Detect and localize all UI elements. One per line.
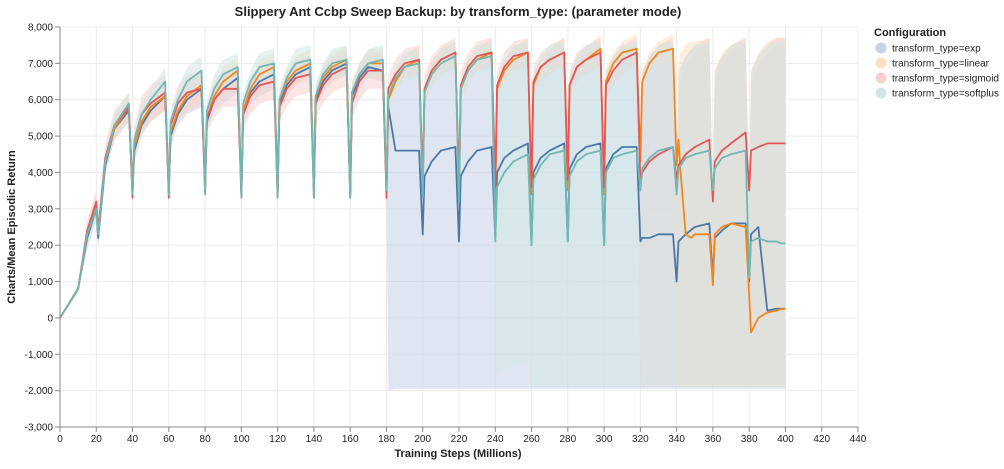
y-tick-label: 8,000 <box>28 23 53 34</box>
x-tick-label: 280 <box>559 434 576 445</box>
x-tick-label: 80 <box>200 434 212 445</box>
x-tick-label: 0 <box>57 434 63 445</box>
series-line-4 <box>59 55 786 319</box>
axes: 0 20 40 60 80 100 120 140 160 180 200 220 240 260 280 3… <box>25 23 867 446</box>
x-tick-label: 140 <box>306 434 323 445</box>
y-tick-label: 2,000 <box>28 241 53 252</box>
y-tick-label: 4,000 <box>28 168 53 179</box>
x-tick-label: 60 <box>163 434 175 445</box>
band-4 <box>60 41 786 387</box>
x-tick-label: 40 <box>127 434 139 445</box>
x-tick-label: 220 <box>451 434 468 445</box>
legend-swatch <box>875 87 887 99</box>
x-tick-label: 180 <box>378 434 395 445</box>
x-tick-label: 200 <box>414 434 431 445</box>
legend: Configuration transform_type=exp transfor… <box>874 27 999 100</box>
x-tick-label: 320 <box>632 434 649 445</box>
x-tick-label: 420 <box>813 434 830 445</box>
legend-label: transform_type=exp <box>892 44 981 55</box>
y-tick-label: -3,000 <box>25 423 54 434</box>
y-tick-label: 7,000 <box>28 59 53 70</box>
y-tick-label: 0 <box>47 313 53 324</box>
x-tick-label: 360 <box>705 434 722 445</box>
x-tick-label: 400 <box>777 434 794 445</box>
series-line-1 <box>59 62 786 319</box>
y-tick-label: 6,000 <box>28 95 53 106</box>
x-tick-label: 100 <box>233 434 250 445</box>
x-tick-label: 20 <box>91 434 103 445</box>
y-axis-title: Charts/Mean Episodic Return <box>6 150 18 304</box>
legend-swatch <box>875 72 887 84</box>
y-tick-label: 5,000 <box>28 132 53 143</box>
x-tick-label: 440 <box>850 434 867 445</box>
x-tick-label: 340 <box>668 434 685 445</box>
legend-swatch <box>875 42 887 54</box>
x-tick-label: 380 <box>741 434 758 445</box>
y-tick-label: 1,000 <box>28 277 53 288</box>
legend-label: transform_type=sigmoid <box>892 74 999 85</box>
y-tick-label: -2,000 <box>25 386 54 397</box>
x-tick-label: 260 <box>523 434 540 445</box>
legend-swatch <box>875 57 887 69</box>
y-tick-label: -1,000 <box>25 350 54 361</box>
x-tick-label: 120 <box>269 434 286 445</box>
legend-title: Configuration <box>874 27 946 39</box>
legend-label: transform_type=softplus <box>892 89 999 100</box>
chart-title: Slippery Ant Ccbp Sweep Backup: by trans… <box>235 4 682 19</box>
x-axis-title: Training Steps (Millions) <box>394 448 521 460</box>
x-tick-label: 300 <box>596 434 613 445</box>
legend-label: transform_type=linear <box>892 59 990 70</box>
x-tick-label: 240 <box>487 434 504 445</box>
x-tick-label: 160 <box>342 434 359 445</box>
y-tick-label: 3,000 <box>28 204 53 215</box>
series-lines <box>59 47 786 334</box>
